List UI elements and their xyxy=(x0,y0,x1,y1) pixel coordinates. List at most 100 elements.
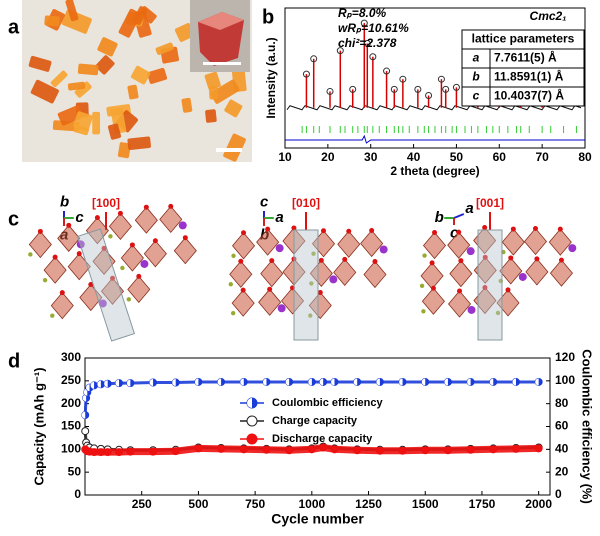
atom xyxy=(369,228,375,234)
octahedron xyxy=(232,232,256,260)
point xyxy=(246,415,258,427)
x-tick-label: 60 xyxy=(493,150,507,164)
y2-tick-label: 60 xyxy=(555,419,569,433)
atom xyxy=(457,288,463,294)
point xyxy=(115,448,124,457)
atom xyxy=(466,247,475,256)
point-half xyxy=(535,378,539,386)
point-half xyxy=(421,378,426,386)
axis-label: c xyxy=(260,194,269,211)
point xyxy=(246,433,258,445)
observed-point xyxy=(363,40,371,47)
observed-point xyxy=(336,47,344,55)
inset-scale-bar xyxy=(203,62,241,65)
observed-point xyxy=(326,87,334,95)
axis-label: c xyxy=(450,224,459,241)
point-half xyxy=(512,378,516,386)
octahedron xyxy=(421,287,445,315)
x-tick-label: 80 xyxy=(578,150,592,164)
axis-label: a xyxy=(465,200,473,217)
point xyxy=(171,447,180,456)
octahedron xyxy=(67,253,91,281)
atom xyxy=(94,215,100,221)
octahedron xyxy=(363,260,387,289)
atom xyxy=(37,228,43,234)
crystal xyxy=(132,6,148,25)
table-cell: 10.4037(7) Å xyxy=(494,88,564,103)
octahedron xyxy=(473,226,497,255)
atom xyxy=(534,256,540,262)
table-cell: a xyxy=(473,51,480,65)
point xyxy=(353,446,362,455)
atom xyxy=(182,235,188,241)
panel-label: d xyxy=(8,350,20,372)
crystal xyxy=(223,133,246,162)
crystal xyxy=(61,9,92,34)
point-half xyxy=(308,378,312,386)
atom xyxy=(76,240,85,249)
atom xyxy=(66,222,72,228)
octahedron xyxy=(127,275,151,303)
atom xyxy=(126,297,132,302)
atom xyxy=(117,210,123,216)
atom xyxy=(432,230,438,236)
point xyxy=(398,446,407,455)
x-tick-label: 750 xyxy=(245,497,265,511)
octahedron xyxy=(28,230,52,259)
crystal xyxy=(92,111,101,135)
x-tick-label: 20 xyxy=(321,150,335,164)
crystal xyxy=(147,67,168,85)
y-tick-label: 200 xyxy=(61,396,81,410)
point xyxy=(466,445,475,454)
point-half xyxy=(115,379,120,387)
y2-tick-label: 100 xyxy=(555,373,575,387)
atom xyxy=(228,282,233,287)
point xyxy=(239,445,248,454)
atom xyxy=(430,285,436,291)
atom xyxy=(108,234,113,239)
octahedron xyxy=(360,229,384,258)
atom xyxy=(495,310,501,316)
atom xyxy=(136,273,142,279)
crystal-structures: bca[100]cab[010]abc[001] xyxy=(28,194,577,342)
octahedron xyxy=(120,244,144,272)
point-half xyxy=(467,378,471,386)
y-axis-label: Capacity (mAh g⁻¹) xyxy=(31,367,46,485)
y-tick-label: 150 xyxy=(61,419,81,433)
crystal xyxy=(44,15,60,27)
crystal xyxy=(208,85,219,100)
annotation: wRₚ=10.61% xyxy=(338,21,409,35)
x-tick-label: 1000 xyxy=(298,497,325,511)
atom xyxy=(482,285,488,291)
point-half xyxy=(285,378,290,386)
atom xyxy=(120,265,125,271)
y2-tick-label: 120 xyxy=(555,350,575,364)
atom xyxy=(88,281,94,287)
legend-label: Charge capacity xyxy=(272,415,358,427)
table-cell: c xyxy=(473,89,480,103)
table-cell: b xyxy=(472,70,479,84)
octahedron xyxy=(231,289,255,317)
octahedron xyxy=(447,231,471,259)
atom xyxy=(240,287,246,293)
point xyxy=(489,445,498,454)
crystal xyxy=(107,123,122,140)
crystal xyxy=(224,99,243,118)
atom xyxy=(508,255,514,261)
point xyxy=(96,448,105,457)
annotation: Rₚ=8.0% xyxy=(338,6,386,20)
axis-label: b xyxy=(60,194,69,211)
octahedron xyxy=(496,289,520,317)
point xyxy=(511,444,520,453)
point-half xyxy=(83,388,88,396)
unit-cell-prism xyxy=(76,228,136,342)
crystal xyxy=(52,120,80,132)
octahedron xyxy=(159,205,183,233)
axis-label: b xyxy=(435,209,444,226)
observed-point xyxy=(302,70,310,78)
unit-cell-prism xyxy=(477,229,503,341)
point-half xyxy=(319,378,324,386)
crystal xyxy=(57,105,84,126)
y2-tick-label: 40 xyxy=(555,442,569,456)
crystal xyxy=(117,142,131,159)
